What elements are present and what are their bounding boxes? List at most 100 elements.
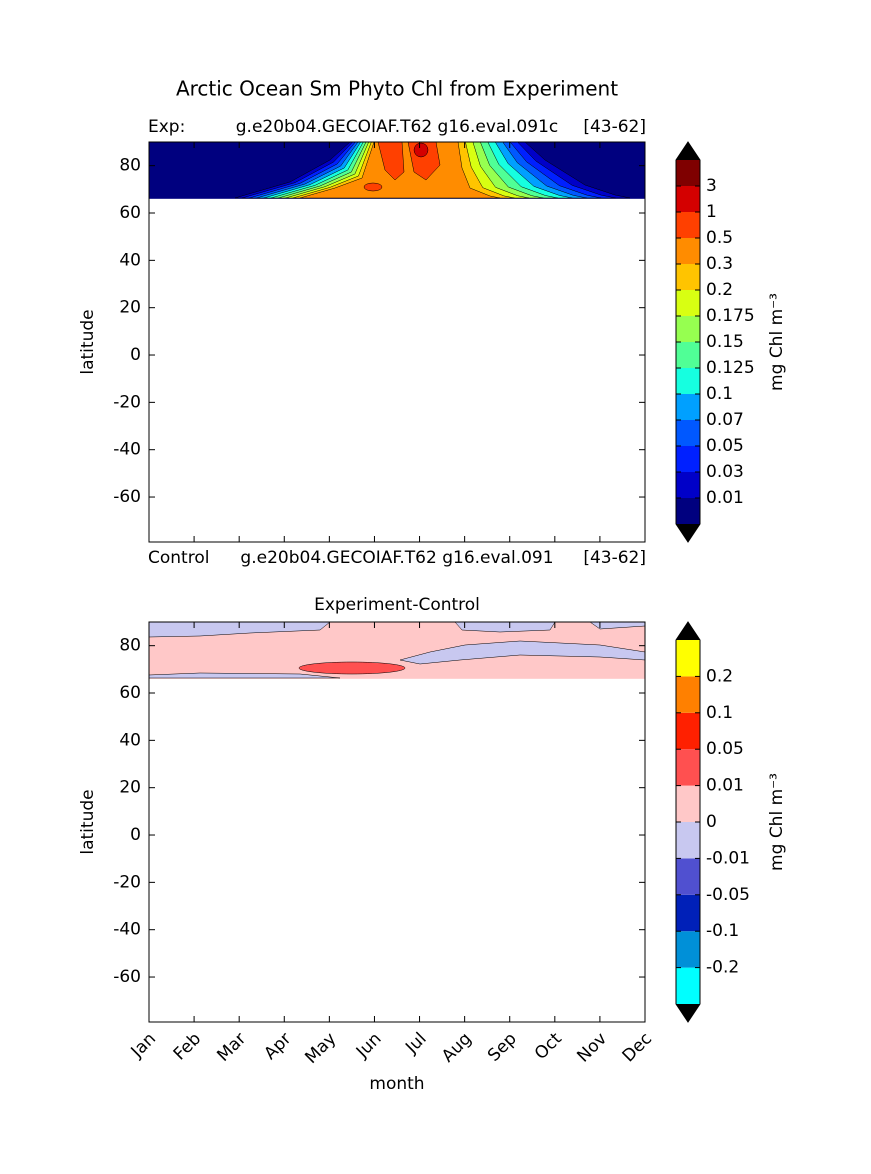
colorbar-bin — [676, 394, 700, 420]
colorbar-outline — [675, 621, 701, 1023]
colorbar-bin — [676, 212, 700, 238]
x-axis-label: month — [369, 1074, 424, 1094]
colorbar-tick-label: -0.2 — [706, 958, 739, 978]
colorbar-bin — [676, 186, 700, 212]
contour-region — [298, 661, 406, 675]
colorbar-bin — [676, 894, 700, 932]
colorbar-tick-label: 0.05 — [706, 436, 744, 456]
colorbar-bin — [676, 967, 700, 1004]
colorbar-tick-label: 0.1 — [706, 703, 733, 723]
panel: -60 -40 -20 0 20 40 60 80 Jan Feb Mar Apr May Jun Jul A… — [78, 548, 787, 1094]
colorbar-tick-label: 0 — [706, 812, 717, 832]
colorbar-tick-label: -0.1 — [706, 921, 739, 941]
x-tick-label: Apr — [260, 1029, 295, 1064]
colorbar-tick-label: 0.07 — [706, 410, 744, 430]
y-tick-label: 0 — [130, 345, 141, 365]
colorbar-bin — [676, 160, 700, 186]
colorbar-tick-label: 0.15 — [706, 332, 744, 352]
colorbar-tick-label: 0.05 — [706, 739, 744, 759]
x-tick-label: Aug — [438, 1029, 476, 1067]
y-axis-label: latitude — [78, 309, 98, 374]
colorbar-tick-label: 0.1 — [706, 384, 733, 404]
x-tick-label: Jun — [352, 1029, 386, 1063]
contour-region — [454, 621, 556, 633]
y-tick-label: -60 — [113, 487, 141, 507]
y-tick-label: -20 — [113, 392, 141, 412]
colorbar-bin — [676, 676, 700, 713]
y-tick-label: 80 — [119, 156, 141, 176]
x-tick-label: Nov — [573, 1029, 611, 1067]
colorbar-tick-label: 0.2 — [706, 666, 733, 686]
title-center: g.e20b04.GECOIAF.T62 g16.eval.091 — [240, 548, 553, 568]
contour-region — [363, 182, 383, 192]
x-tick-label: Jan — [127, 1029, 160, 1062]
colorbar-bin — [676, 785, 700, 822]
x-tick-label: Mar — [213, 1029, 250, 1066]
colorbar-extend — [676, 142, 700, 160]
y-tick-label: -20 — [113, 872, 141, 892]
colorbar-bin — [676, 368, 700, 394]
axes-frame — [148, 141, 646, 543]
colorbar-bin — [676, 472, 700, 498]
colorbar-bin — [676, 498, 700, 524]
contour-region — [413, 142, 429, 158]
colorbar-extend — [676, 622, 700, 640]
y-tick-label: 20 — [119, 778, 141, 798]
colorbar-bin — [676, 238, 700, 264]
x-tick-label: Sep — [484, 1029, 521, 1066]
title-left: Control — [148, 548, 209, 568]
colorbar-tick-label: 0.175 — [706, 306, 755, 326]
y-tick-label: 40 — [119, 250, 141, 270]
y-tick-label: 40 — [119, 730, 141, 750]
y-tick-label: 60 — [119, 203, 141, 223]
colorbar-bin — [676, 316, 700, 342]
title-center: g.e20b04.GECOIAF.T62 g16.eval.091c — [236, 117, 558, 137]
colorbar-label: mg Chl m⁻³ — [767, 773, 787, 871]
y-tick-label: -60 — [113, 967, 141, 987]
colorbar-tick-label: 3 — [706, 176, 717, 196]
colorbar-tick-label: 0.01 — [706, 776, 744, 796]
colorbar-outline — [675, 141, 701, 543]
colorbar-bin — [676, 712, 700, 750]
panel-title: Experiment-Control — [314, 595, 480, 615]
colorbar-bin — [676, 446, 700, 472]
colorbar-bin — [676, 420, 700, 446]
plot-area — [149, 142, 645, 542]
colorbar-tick-label: 0.2 — [706, 280, 733, 300]
y-tick-label: 0 — [130, 825, 141, 845]
x-tick-label: Feb — [170, 1029, 205, 1064]
colorbar-tick-label: 0.5 — [706, 228, 733, 248]
colorbar-bin — [676, 931, 700, 968]
x-tick-label: Oct — [531, 1029, 566, 1064]
y-tick-label: 60 — [119, 683, 141, 703]
y-axis-label: latitude — [78, 789, 98, 854]
title-left: Exp: — [148, 117, 185, 137]
x-tick-label: May — [301, 1029, 340, 1068]
colorbar-bin — [676, 858, 700, 895]
colorbar-tick-label: -0.01 — [706, 848, 750, 868]
colorbar-tick-label: -0.05 — [706, 885, 750, 905]
colorbar-extend — [676, 1004, 700, 1022]
colorbar-bin — [676, 264, 700, 290]
figure-title: Arctic Ocean Sm Phyto Chl from Experimen… — [176, 77, 618, 101]
colorbar-bin — [676, 342, 700, 368]
colorbar-bin — [676, 640, 700, 677]
panel: -60 -40 -20 0 20 40 60 80 latitude Exp: g.e20b04.G… — [78, 117, 787, 543]
plot-area — [149, 622, 645, 1022]
colorbar-bin — [676, 822, 700, 859]
colorbar-bin — [676, 290, 700, 316]
y-tick-label: -40 — [113, 440, 141, 460]
colorbar-tick-label: 0.01 — [706, 488, 744, 508]
y-tick-label: -40 — [113, 920, 141, 940]
x-tick-label: Jul — [401, 1029, 430, 1058]
colorbar-extend — [676, 524, 700, 542]
colorbar-tick-label: 1 — [706, 202, 717, 222]
colorbar-bin — [676, 749, 700, 786]
title-right: [43-62] — [583, 117, 646, 137]
y-tick-label: 80 — [119, 636, 141, 656]
title-right: [43-62] — [583, 548, 646, 568]
colorbar-tick-label: 0.125 — [706, 358, 755, 378]
x-tick-label: Dec — [619, 1029, 656, 1066]
colorbar-label: mg Chl m⁻³ — [767, 293, 787, 391]
